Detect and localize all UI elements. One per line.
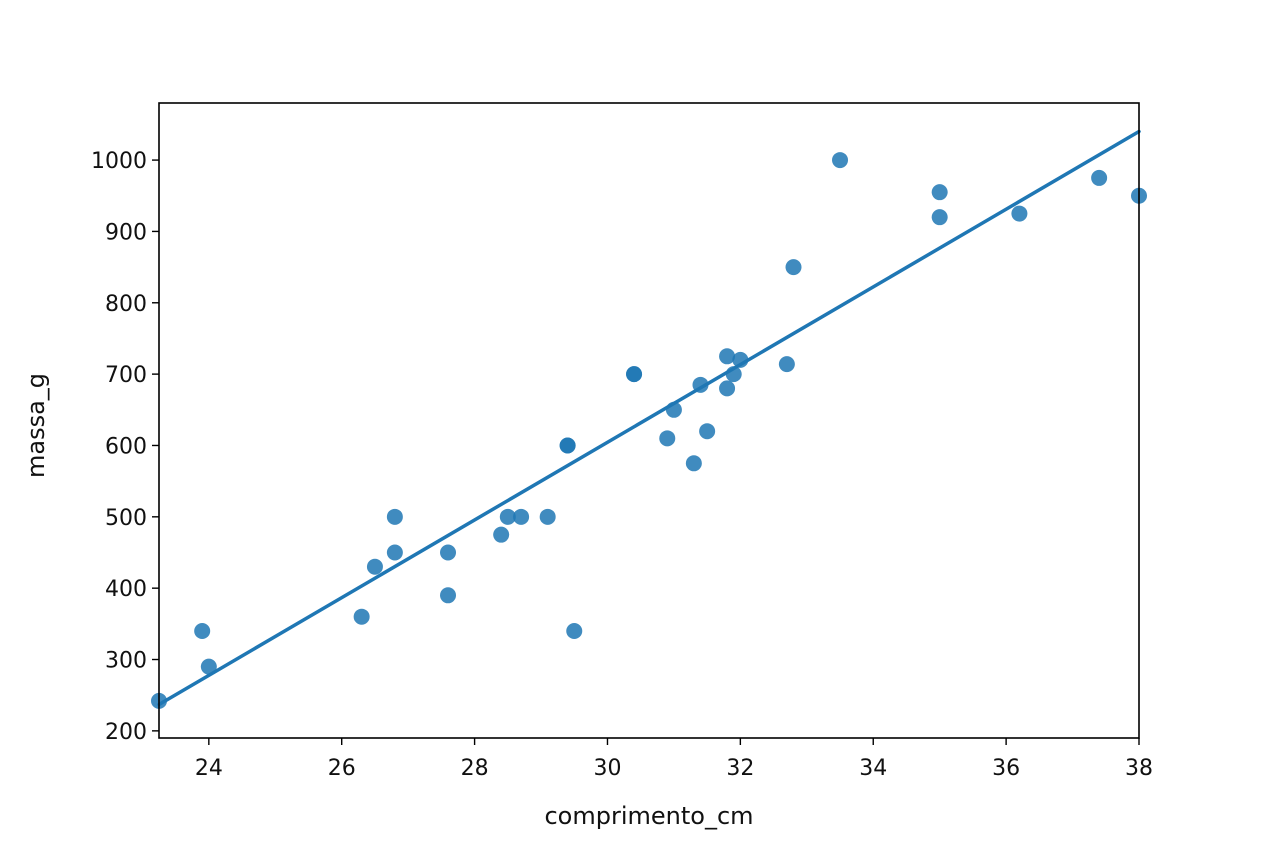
- data-point: [626, 366, 643, 383]
- data-point: [931, 184, 948, 201]
- data-point: [366, 558, 383, 575]
- y-tick-label: 700: [105, 363, 147, 388]
- plot-frame: [158, 102, 1140, 739]
- y-tick-label: 400: [105, 577, 147, 602]
- x-tick-label: 36: [992, 756, 1020, 781]
- x-tick-label: 26: [328, 756, 356, 781]
- y-tick-label: 900: [105, 220, 147, 245]
- data-point: [513, 508, 530, 525]
- x-axis-ticks: 24 26 28 30 32 34 36 38: [195, 738, 1153, 781]
- y-axis-ticks: 200 300 400 500 600 700 800 900 1000: [91, 149, 159, 745]
- data-point: [659, 430, 676, 447]
- y-tick-label: 1000: [91, 149, 147, 174]
- data-point: [832, 152, 849, 169]
- x-tick-label: 34: [859, 756, 887, 781]
- data-point: [785, 259, 802, 276]
- data-point: [719, 348, 736, 365]
- data-point: [493, 526, 510, 543]
- data-point: [386, 508, 403, 525]
- y-tick-label: 300: [105, 649, 147, 674]
- data-point: [440, 544, 457, 561]
- data-point: [353, 608, 370, 625]
- plot-marks: [151, 129, 1147, 709]
- data-point: [1011, 205, 1028, 222]
- x-tick-label: 30: [593, 756, 621, 781]
- x-tick-label: 38: [1125, 756, 1153, 781]
- data-point: [499, 508, 516, 525]
- x-tick-label: 32: [726, 756, 754, 781]
- data-point: [386, 544, 403, 561]
- data-point: [194, 622, 211, 639]
- y-tick-label: 500: [105, 506, 147, 531]
- y-tick-label: 600: [105, 434, 147, 459]
- data-point: [559, 437, 576, 454]
- x-tick-label: 28: [461, 756, 489, 781]
- x-axis-label: comprimento_cm: [544, 802, 753, 830]
- data-point: [931, 209, 948, 226]
- y-tick-label: 200: [105, 720, 147, 745]
- data-point: [699, 423, 716, 440]
- regression-line: [157, 129, 1141, 707]
- data-point: [719, 380, 736, 397]
- data-point: [200, 658, 217, 675]
- y-axis-label: massa_g: [22, 373, 50, 478]
- data-point: [539, 508, 556, 525]
- data-point: [685, 455, 702, 472]
- data-point: [778, 356, 795, 373]
- data-point: [1091, 169, 1108, 186]
- y-tick-label: 800: [105, 292, 147, 317]
- data-point: [566, 622, 583, 639]
- x-tick-label: 24: [195, 756, 223, 781]
- data-point: [440, 587, 457, 604]
